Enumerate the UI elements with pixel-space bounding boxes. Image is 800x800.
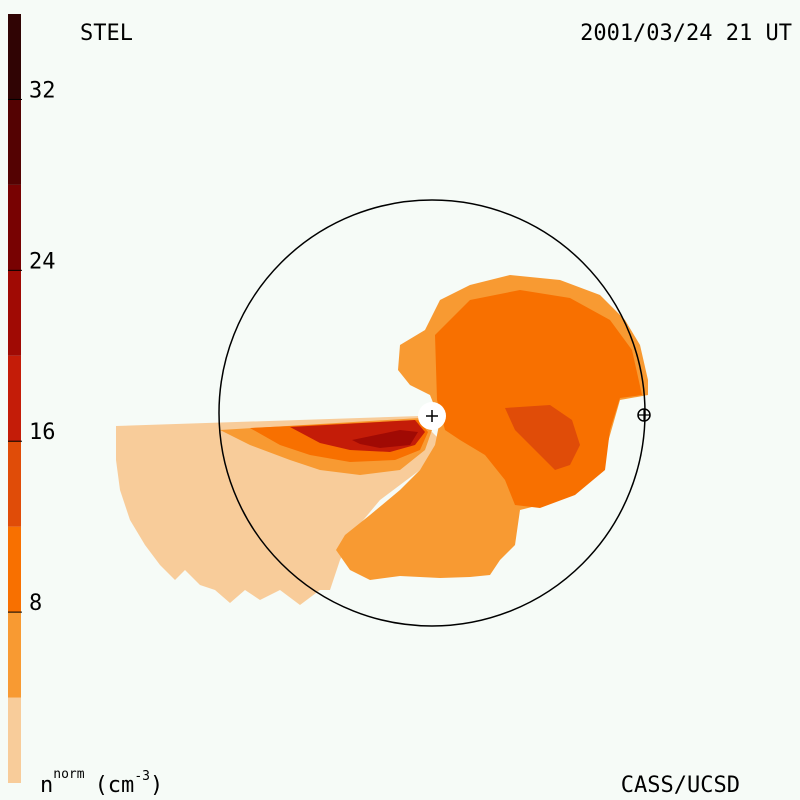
region-mid [336, 420, 520, 580]
colorbar-band [8, 441, 21, 527]
colorbar-band [8, 355, 21, 442]
label-unit: (cm [95, 773, 135, 798]
sun-cross [426, 410, 438, 422]
colorbar-tick-label: 16 [29, 420, 56, 445]
title: STEL [80, 21, 133, 46]
colorbar-tick-label: 24 [29, 249, 56, 274]
colorbar-band [8, 526, 21, 613]
region-streak-max [352, 430, 418, 448]
colorbar-band [8, 697, 21, 783]
colorbar-band [8, 270, 21, 356]
colorbar-tick-label: 32 [29, 78, 56, 103]
label-base: n [40, 773, 53, 798]
density-map [116, 199, 651, 627]
label-sup: norm [53, 767, 84, 782]
colorbar-band [8, 612, 21, 698]
region-core [505, 405, 580, 470]
colorbar-band [8, 14, 21, 100]
orbit-circle [218, 199, 646, 627]
region-high [435, 290, 642, 508]
label-unit-sup: -3 [134, 769, 150, 784]
colorbar-label: nnorm (cm-3) [40, 767, 163, 798]
credit: CASS/UCSD [621, 773, 740, 798]
colorbar-band [8, 99, 21, 185]
label-close: ) [150, 773, 163, 798]
region-low-streak [116, 416, 420, 432]
colorbar-band [8, 184, 21, 271]
timestamp: 2001/03/24 21 UT [580, 21, 792, 46]
colorbar: 8 16 24 32 [8, 14, 56, 783]
colorbar-tick-label: 8 [29, 591, 42, 616]
earth-cross [638, 409, 650, 421]
